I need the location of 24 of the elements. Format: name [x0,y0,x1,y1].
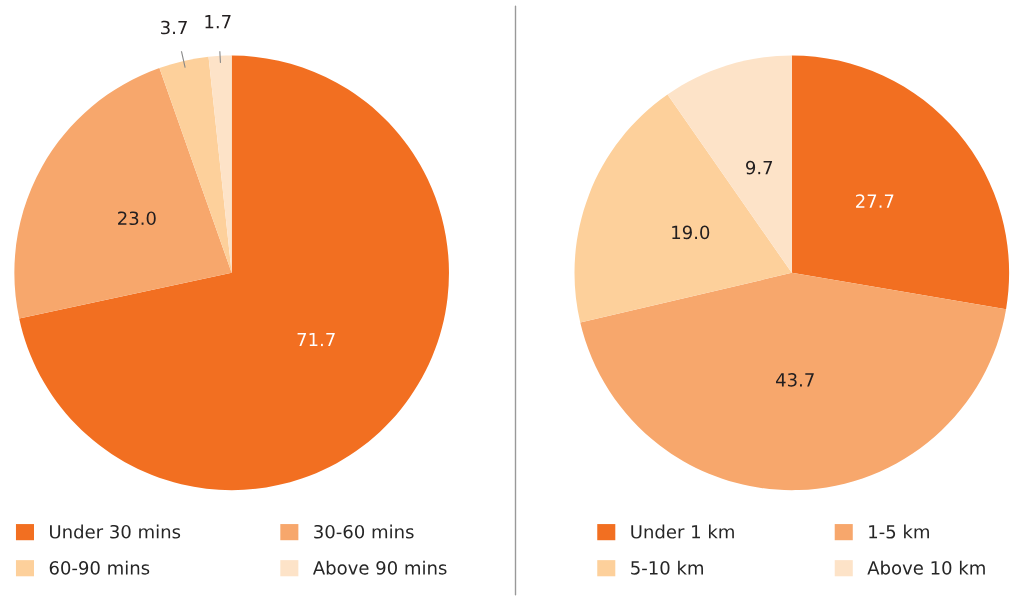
legend-label: 60-90 mins [49,560,150,575]
data-label: 1.7 [205,15,231,29]
pie-slice [159,56,232,273]
pie-slice [208,55,232,273]
legend-label: 30-60 mins [314,524,414,539]
legend-label: 1-5 km [869,524,929,539]
legend-label: Above 10 km [867,560,985,575]
pie-slice [574,94,792,323]
data-label: 3.7 [161,20,187,35]
data-label: 23.0 [118,211,156,226]
data-label: 9.7 [746,160,773,175]
legend-label: Under 1 km [631,524,734,539]
legend-label: 5-10 km [631,560,703,575]
pie-slice [14,67,232,319]
pie-slice [19,55,449,491]
data-label: 71.7 [297,332,335,347]
legend-label: Above 90 mins [312,560,447,575]
data-label: 43.7 [776,373,814,387]
pie-slice [580,272,1007,491]
data-label: 19.0 [672,225,710,240]
pie-slice [667,55,792,273]
data-label: 27.7 [856,194,894,208]
pie-slice [791,55,1010,310]
legend-label: Under 30 mins [50,524,181,539]
